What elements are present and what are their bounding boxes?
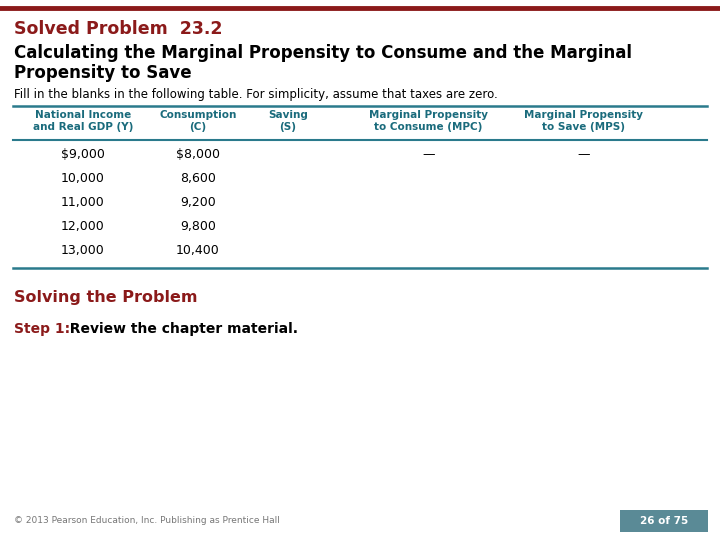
Text: 12,000: 12,000 bbox=[61, 220, 104, 233]
Text: 10,400: 10,400 bbox=[176, 244, 220, 257]
Text: Solved Problem  23.2: Solved Problem 23.2 bbox=[14, 20, 222, 38]
Text: 13,000: 13,000 bbox=[61, 244, 104, 257]
Text: 8,600: 8,600 bbox=[180, 172, 216, 185]
Text: 9,200: 9,200 bbox=[180, 196, 216, 209]
Text: National Income
and Real GDP (Y): National Income and Real GDP (Y) bbox=[32, 110, 133, 132]
FancyBboxPatch shape bbox=[620, 510, 708, 532]
Text: Step 1:: Step 1: bbox=[14, 322, 70, 336]
Text: —: — bbox=[422, 148, 435, 161]
Text: Marginal Propensity
to Save (MPS): Marginal Propensity to Save (MPS) bbox=[523, 110, 643, 132]
Text: Fill in the blanks in the following table. For simplicity, assume that taxes are: Fill in the blanks in the following tabl… bbox=[14, 88, 498, 101]
Text: Review the chapter material.: Review the chapter material. bbox=[60, 322, 298, 336]
Text: 9,800: 9,800 bbox=[180, 220, 216, 233]
Text: Marginal Propensity
to Consume (MPC): Marginal Propensity to Consume (MPC) bbox=[369, 110, 488, 132]
Text: Solving the Problem: Solving the Problem bbox=[14, 290, 197, 305]
Text: Calculating the Marginal Propensity to Consume and the Marginal: Calculating the Marginal Propensity to C… bbox=[14, 44, 632, 62]
Text: —: — bbox=[577, 148, 590, 161]
Text: Saving
(S): Saving (S) bbox=[268, 110, 308, 132]
Text: Propensity to Save: Propensity to Save bbox=[14, 64, 192, 82]
Text: 10,000: 10,000 bbox=[61, 172, 104, 185]
Text: Consumption
(C): Consumption (C) bbox=[159, 110, 237, 132]
Text: 11,000: 11,000 bbox=[61, 196, 104, 209]
Text: 26 of 75: 26 of 75 bbox=[640, 516, 688, 526]
Text: $9,000: $9,000 bbox=[61, 148, 104, 161]
Text: © 2013 Pearson Education, Inc. Publishing as Prentice Hall: © 2013 Pearson Education, Inc. Publishin… bbox=[14, 516, 280, 525]
Text: $8,000: $8,000 bbox=[176, 148, 220, 161]
